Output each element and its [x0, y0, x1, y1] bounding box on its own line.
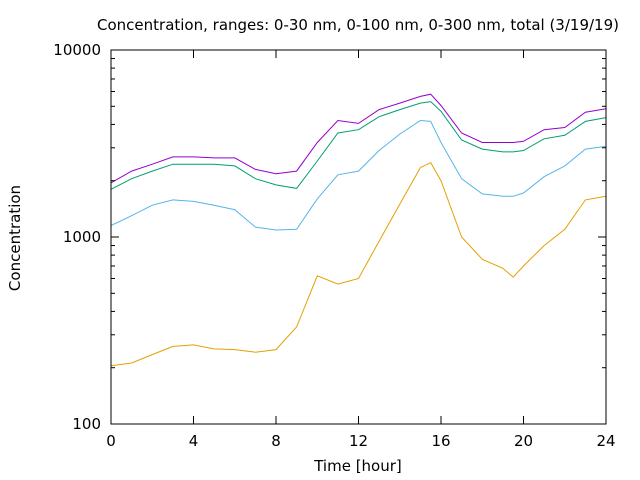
series-layer — [110, 93, 607, 367]
x-tick-label: 24 — [596, 432, 615, 450]
plot-frame — [110, 49, 607, 425]
x-tick-label: 20 — [514, 432, 533, 450]
x-axis-label: Time [hour] — [313, 457, 402, 475]
chart-title: Concentration, ranges: 0-30 nm, 0-100 nm… — [97, 16, 619, 34]
x-tick-label: 12 — [349, 432, 368, 450]
x-tick-label: 8 — [271, 432, 281, 450]
y-axis-label: Concentration — [6, 185, 24, 291]
series-line-4 — [110, 93, 607, 184]
x-tick-label: 4 — [189, 432, 199, 450]
series-line-1 — [110, 161, 607, 367]
x-tick-label: 0 — [106, 432, 116, 450]
series-line-2 — [110, 119, 607, 231]
x-tick-label: 16 — [431, 432, 450, 450]
axis-layer: 0 4 8 12 16 20 24 100 1000 10000 — [53, 41, 615, 450]
y-tick-label: 100 — [72, 415, 101, 433]
series-line-3 — [110, 101, 607, 190]
y-tick-label: 10000 — [53, 41, 101, 59]
y-tick-label: 1000 — [63, 228, 101, 246]
